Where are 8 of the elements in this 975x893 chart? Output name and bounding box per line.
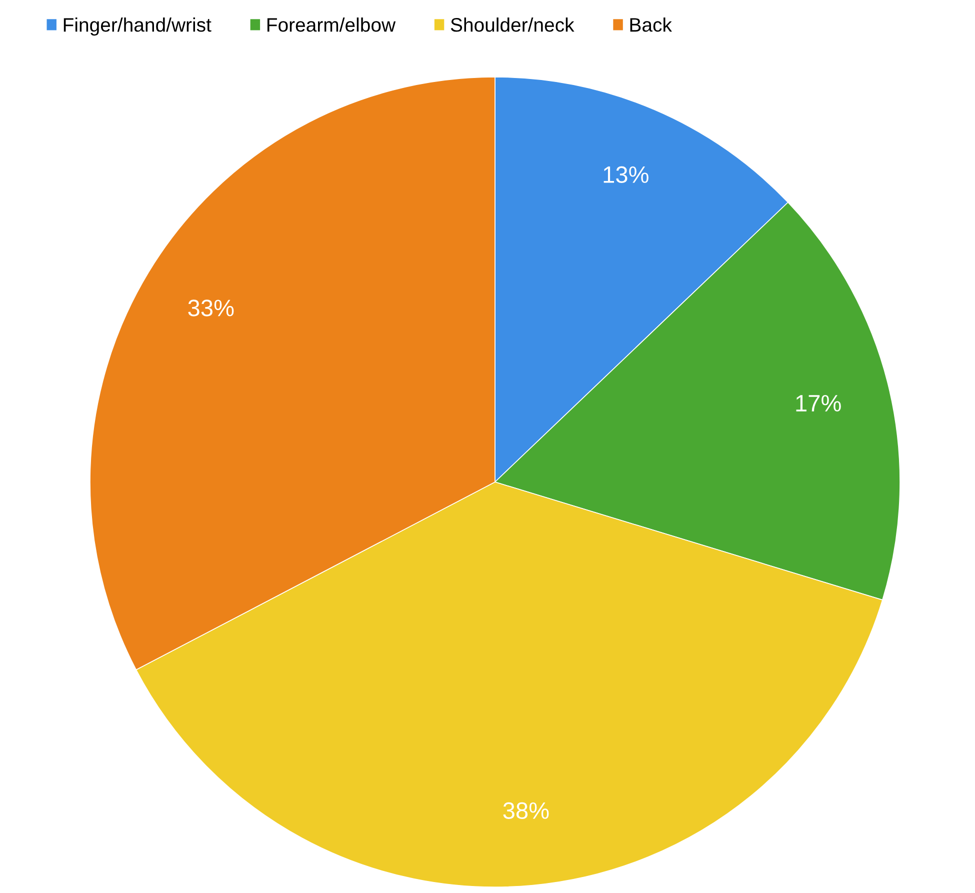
data-label: 38% <box>503 802 549 819</box>
data-label: 33% <box>188 300 234 316</box>
data-label: 17% <box>796 394 841 412</box>
legend-label: Finger/hand/wrist <box>64 18 212 36</box>
legend-label: Forearm/elbow <box>267 18 396 32</box>
data-label: 13% <box>604 166 648 184</box>
legend-label: Back <box>630 18 672 32</box>
legend-label: Shoulder/neck <box>450 18 574 32</box>
